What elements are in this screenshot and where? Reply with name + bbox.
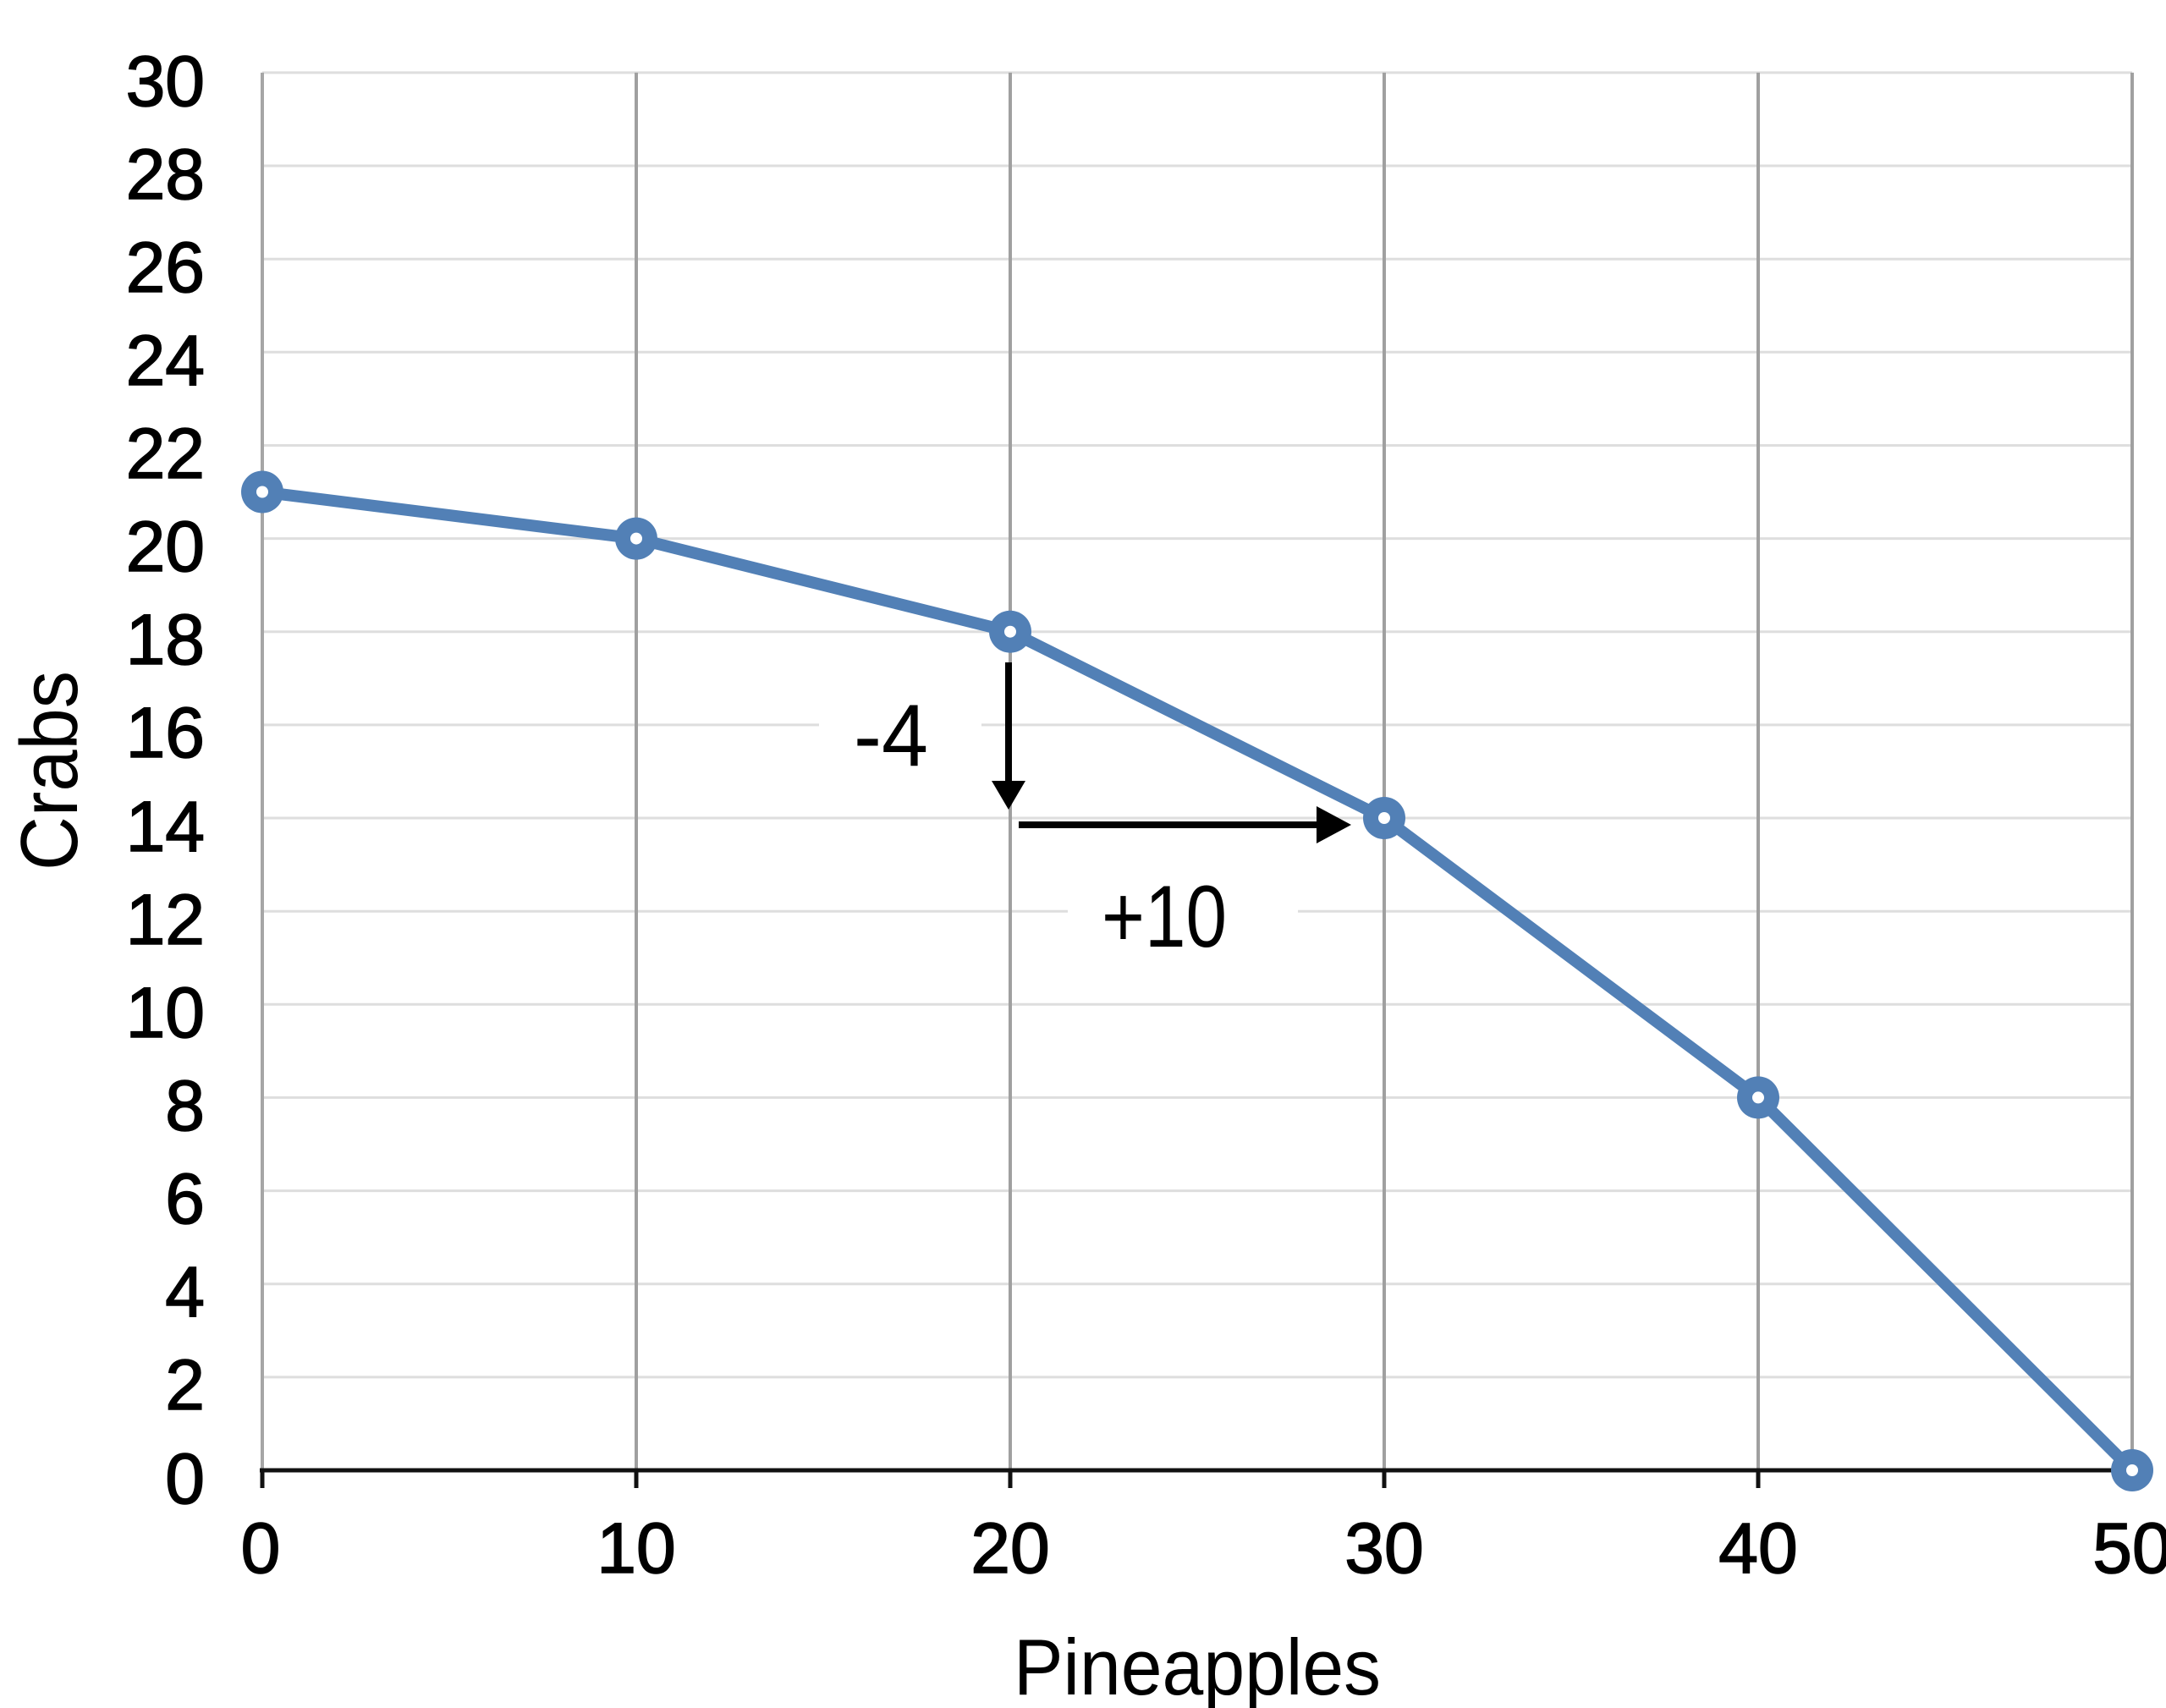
svg-text:12: 12: [126, 880, 205, 959]
svg-text:10: 10: [596, 1508, 675, 1588]
svg-text:+10: +10: [1102, 868, 1227, 966]
svg-text:Crabs: Crabs: [4, 671, 95, 870]
svg-text:22: 22: [126, 414, 205, 493]
svg-text:14: 14: [126, 787, 205, 866]
svg-text:26: 26: [126, 228, 205, 307]
svg-text:24: 24: [126, 321, 205, 400]
svg-text:30: 30: [126, 41, 205, 121]
svg-text:10: 10: [126, 973, 205, 1052]
svg-text:50: 50: [2092, 1508, 2166, 1588]
svg-text:0: 0: [241, 1508, 281, 1588]
svg-text:30: 30: [1344, 1508, 1423, 1588]
svg-text:0: 0: [165, 1439, 205, 1519]
svg-text:4: 4: [165, 1252, 205, 1332]
svg-text:20: 20: [126, 507, 205, 586]
svg-text:16: 16: [126, 693, 205, 772]
svg-text:Pineapples: Pineapples: [1014, 1623, 1381, 1708]
svg-text:40: 40: [1718, 1508, 1797, 1588]
svg-text:-4: -4: [854, 687, 928, 785]
svg-text:28: 28: [126, 135, 205, 214]
svg-text:20: 20: [970, 1508, 1049, 1588]
svg-text:8: 8: [165, 1066, 205, 1145]
svg-text:2: 2: [165, 1345, 205, 1425]
svg-text:18: 18: [126, 600, 205, 679]
svg-text:6: 6: [165, 1159, 205, 1238]
